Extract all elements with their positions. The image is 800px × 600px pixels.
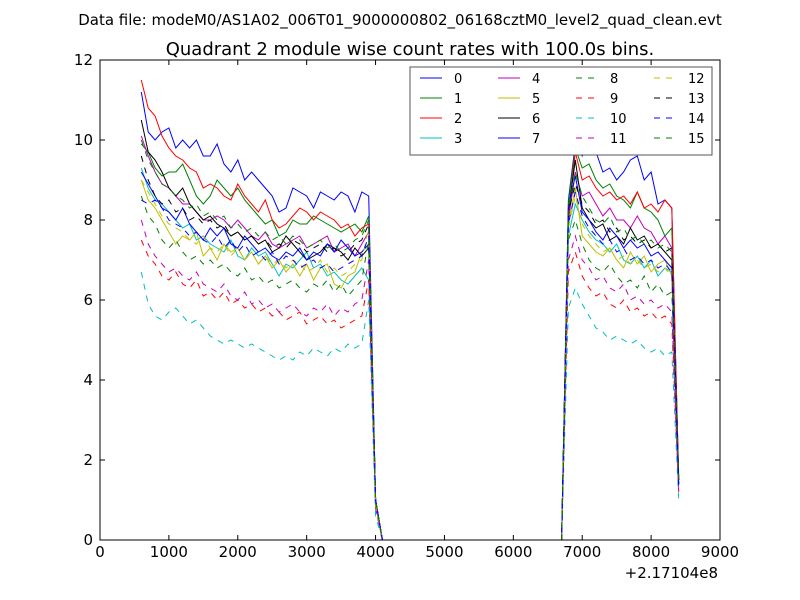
series-line-8 [140, 195, 680, 540]
series-line-5 [140, 179, 680, 540]
series-line-7 [140, 171, 680, 540]
legend-label-0: 0 [454, 72, 462, 87]
x-tick-label: 9000 [701, 543, 739, 561]
y-tick-label: 6 [83, 291, 93, 309]
y-tick-label: 12 [74, 51, 93, 69]
series-line-10 [140, 271, 680, 540]
legend-label-12: 12 [688, 72, 705, 87]
x-tick-label: 3000 [288, 543, 326, 561]
x-tick-label: 5000 [425, 543, 463, 561]
series-line-11 [140, 219, 680, 540]
legend-label-7: 7 [532, 132, 540, 147]
legend-label-9: 9 [610, 92, 618, 107]
series-line-2 [140, 79, 680, 540]
legend-label-11: 11 [610, 132, 627, 147]
x-tick-label: 6000 [494, 543, 532, 561]
chart-title: Quadrant 2 module wise count rates with … [166, 39, 655, 60]
x-tick-label: 0 [95, 543, 105, 561]
series-line-15 [140, 139, 680, 540]
y-tick-label: 2 [83, 451, 93, 469]
legend-label-8: 8 [610, 72, 618, 87]
series-line-13 [140, 155, 680, 540]
series-line-9 [140, 239, 680, 540]
legend-label-3: 3 [454, 132, 462, 147]
series-line-3 [140, 167, 680, 540]
x-tick-label: 4000 [356, 543, 394, 561]
y-tick-label: 4 [83, 371, 93, 389]
y-tick-label: 10 [74, 131, 93, 149]
x-offset-label: +2.17104e8 [625, 564, 718, 582]
x-tick-label: 8000 [632, 543, 670, 561]
plot-area [140, 79, 680, 540]
x-tick-label: 2000 [219, 543, 257, 561]
x-tick-label: 1000 [150, 543, 188, 561]
x-tick-label: 7000 [563, 543, 601, 561]
legend-label-5: 5 [532, 92, 540, 107]
ticks-layer: 0 1000 2000 3000 4000 5000 6000 7000 8000 9000 0 2 4… [74, 51, 739, 561]
legend-label-14: 14 [688, 112, 705, 127]
legend-label-10: 10 [610, 112, 627, 127]
series-layer [140, 79, 680, 540]
legend-box [409, 66, 713, 156]
legend-label-1: 1 [454, 92, 462, 107]
series-line-1 [140, 143, 680, 540]
y-tick-label: 8 [83, 211, 93, 229]
figure-suptitle: Data file: modeM0/AS1A02_006T01_90000008… [78, 11, 722, 30]
legend-label-6: 6 [532, 112, 540, 127]
legend-label-2: 2 [454, 112, 462, 127]
y-tick-label: 0 [83, 531, 93, 549]
legend-label-4: 4 [532, 72, 540, 87]
legend-label-13: 13 [688, 92, 705, 107]
series-line-12 [140, 179, 680, 540]
legend-label-15: 15 [688, 132, 705, 147]
